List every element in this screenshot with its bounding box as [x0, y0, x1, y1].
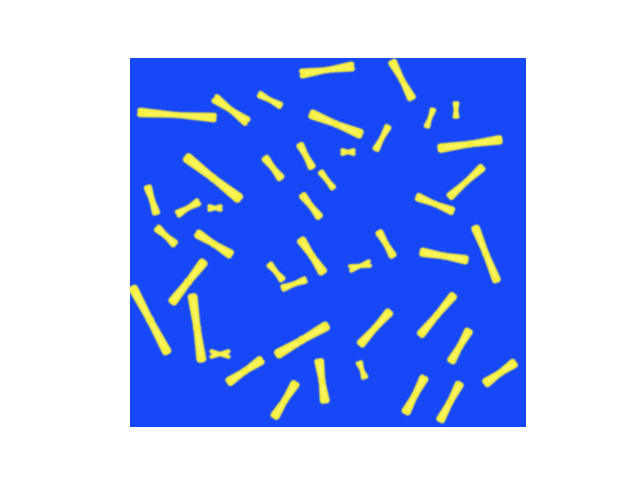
chromosome-image — [130, 58, 526, 427]
chromosome — [447, 327, 473, 365]
chromosome — [356, 308, 394, 348]
chromosome — [401, 374, 429, 416]
chromosome — [225, 355, 265, 387]
chromosome — [423, 107, 437, 129]
chromosome — [211, 94, 251, 126]
chromosome — [209, 349, 231, 359]
chromosome — [471, 224, 501, 284]
chromosome — [266, 261, 286, 283]
chromosome — [419, 247, 469, 265]
chromosome — [452, 101, 460, 119]
chromosome — [261, 154, 285, 182]
chromosome — [436, 380, 464, 424]
chromosome — [437, 135, 503, 153]
chromosome — [137, 107, 217, 123]
chromosome — [296, 236, 328, 276]
chromosome — [207, 204, 223, 212]
chromosome — [299, 61, 355, 79]
chromosome — [280, 276, 308, 292]
chromosome — [299, 191, 323, 221]
chromosome — [348, 259, 372, 273]
chromosome — [174, 198, 202, 218]
chromosome — [314, 358, 330, 404]
chromosome — [388, 58, 416, 102]
chromosome — [168, 258, 208, 306]
chromosome — [270, 380, 300, 420]
chromosome — [143, 184, 161, 216]
chromosome — [153, 224, 179, 248]
chromosome — [355, 360, 369, 380]
chromosome — [317, 169, 337, 191]
chromosome — [256, 90, 284, 110]
chromosome — [194, 229, 234, 259]
chromosome — [340, 148, 356, 156]
chromosome — [414, 192, 456, 216]
chromosome — [273, 321, 331, 359]
microscopy-panel — [130, 58, 526, 427]
chromosome — [372, 123, 392, 153]
chromosome — [446, 163, 486, 201]
chromosome — [308, 109, 364, 139]
chromosome — [187, 293, 207, 363]
chromosome — [416, 291, 458, 339]
chromosome — [182, 153, 244, 203]
chromosome — [296, 141, 316, 171]
chromosome — [482, 358, 518, 388]
chromosome — [375, 229, 397, 259]
chromosome — [130, 284, 172, 356]
